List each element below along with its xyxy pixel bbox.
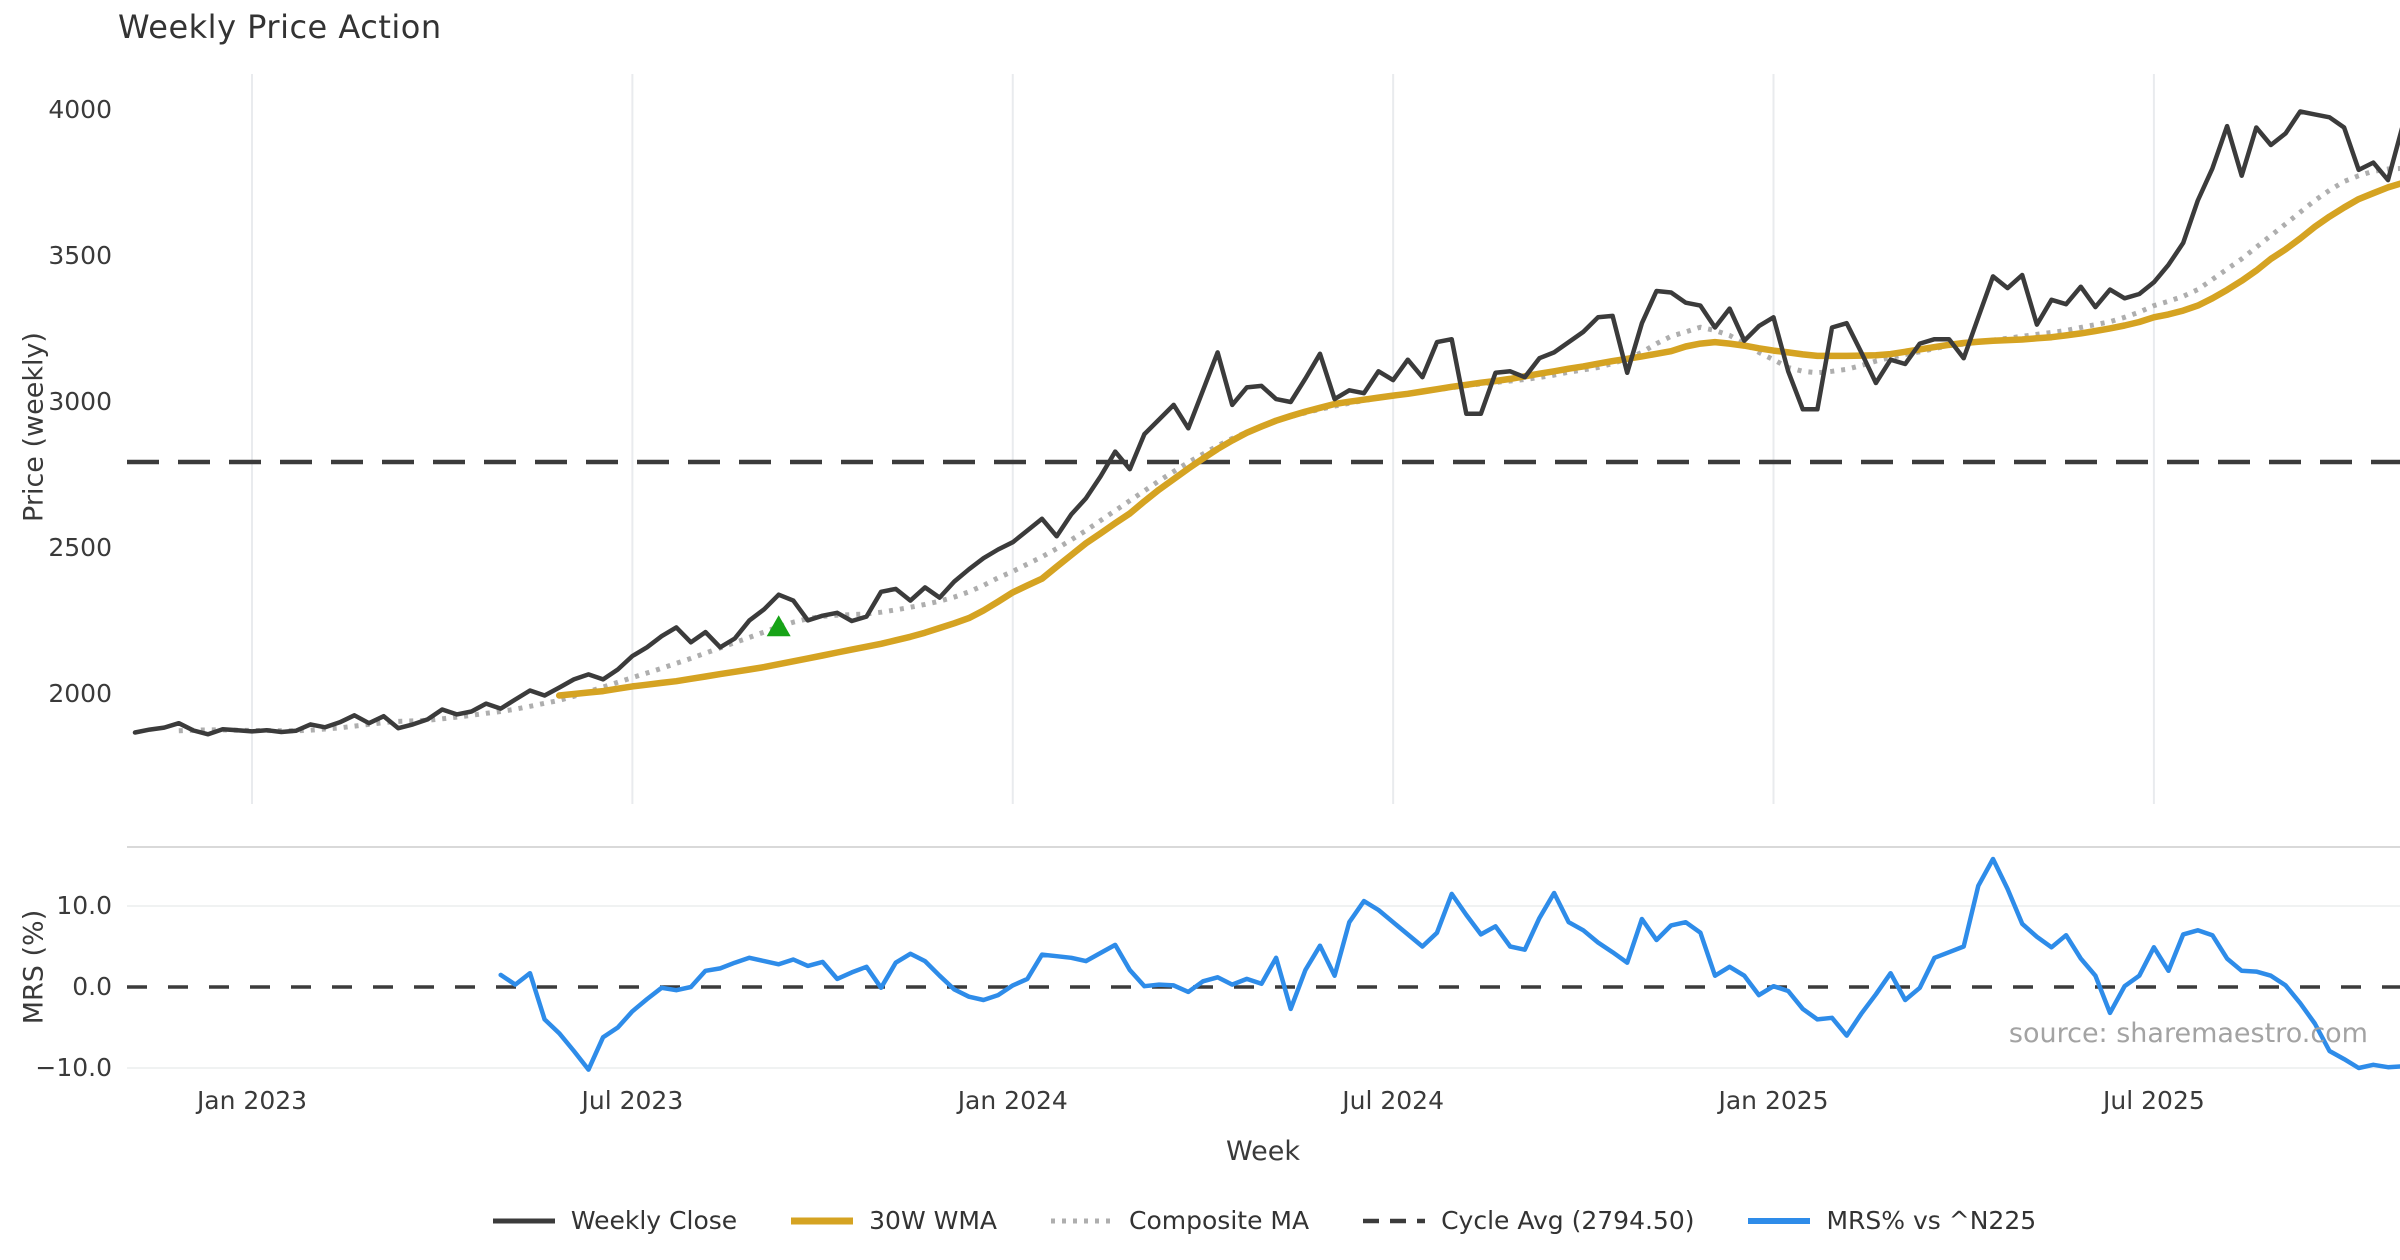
x-tick-jul-2023: Jul 2023 [581,1086,684,1115]
legend-swatch-dashed-icon [1363,1218,1426,1223]
price-ytick-3500: 3500 [48,241,112,270]
wma-30w-line [555,180,2400,699]
legend-label: Composite MA [1129,1206,1310,1235]
mrs-axis-label: MRS (%) [18,909,50,1025]
composite-ma-line [178,166,2400,734]
legend-swatch-dotted-icon [1051,1218,1114,1223]
legend-item-mrs-vs-n225: MRS% vs ^N225 [1746,1206,2036,1235]
source-watermark: source: sharemaestro.com [2008,1018,2368,1049]
chart-legend: Weekly Close 30W WMA Composite MA Cycle Avg… [127,1206,2400,1235]
price-axis-label: Price (weekly) [18,332,50,522]
price-ytick-3000: 3000 [48,387,112,416]
mrs-ytick-10: 10.0 [56,891,112,920]
x-tick-jul-2025: Jul 2025 [2103,1086,2205,1115]
x-tick-jan-2024: Jan 2024 [957,1086,1068,1115]
legend-label: Weekly Close [570,1206,738,1235]
legend-item-cycle-avg-2794-50-: Cycle Avg (2794.50) [1361,1206,1694,1235]
mrs-ytick-0: 0.0 [72,972,112,1001]
x-tick-jan-2023: Jan 2023 [196,1086,308,1115]
mrs-ytick--10: −10.0 [35,1053,112,1082]
legend-label: MRS% vs ^N225 [1826,1206,2037,1235]
price-ytick-2000: 2000 [48,679,112,708]
legend-swatch-solid-icon [492,1218,555,1223]
legend-item-30w-wma: 30W WMA [789,1206,997,1235]
x-axis-label: Week [1226,1136,1300,1167]
x-tick-jan-2025: Jan 2025 [1718,1086,1829,1115]
buy-signal-triangle-icon [766,615,791,637]
legend-item-composite-ma: Composite MA [1049,1206,1309,1235]
legend-item-weekly-close: Weekly Close [491,1206,737,1235]
x-tick-jul-2024: Jul 2024 [1342,1086,1444,1115]
price-ytick-4000: 4000 [48,95,112,124]
chart-title: Weekly Price Action [118,8,442,46]
legend-label: 30W WMA [869,1206,998,1235]
legend-swatch-solid-icon [791,1217,854,1224]
legend-swatch-solid-icon [1748,1217,1811,1224]
price-ytick-2500: 2500 [48,533,112,562]
weekly-close-line [132,109,2400,737]
mrs-line [498,856,2400,1072]
legend-label: Cycle Avg (2794.50) [1441,1206,1695,1235]
